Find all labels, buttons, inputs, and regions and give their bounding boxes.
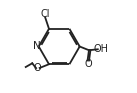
Text: O: O [34, 63, 41, 73]
Text: Cl: Cl [41, 9, 50, 19]
Text: O: O [84, 59, 92, 69]
Text: N: N [33, 41, 41, 51]
Text: OH: OH [94, 44, 109, 54]
